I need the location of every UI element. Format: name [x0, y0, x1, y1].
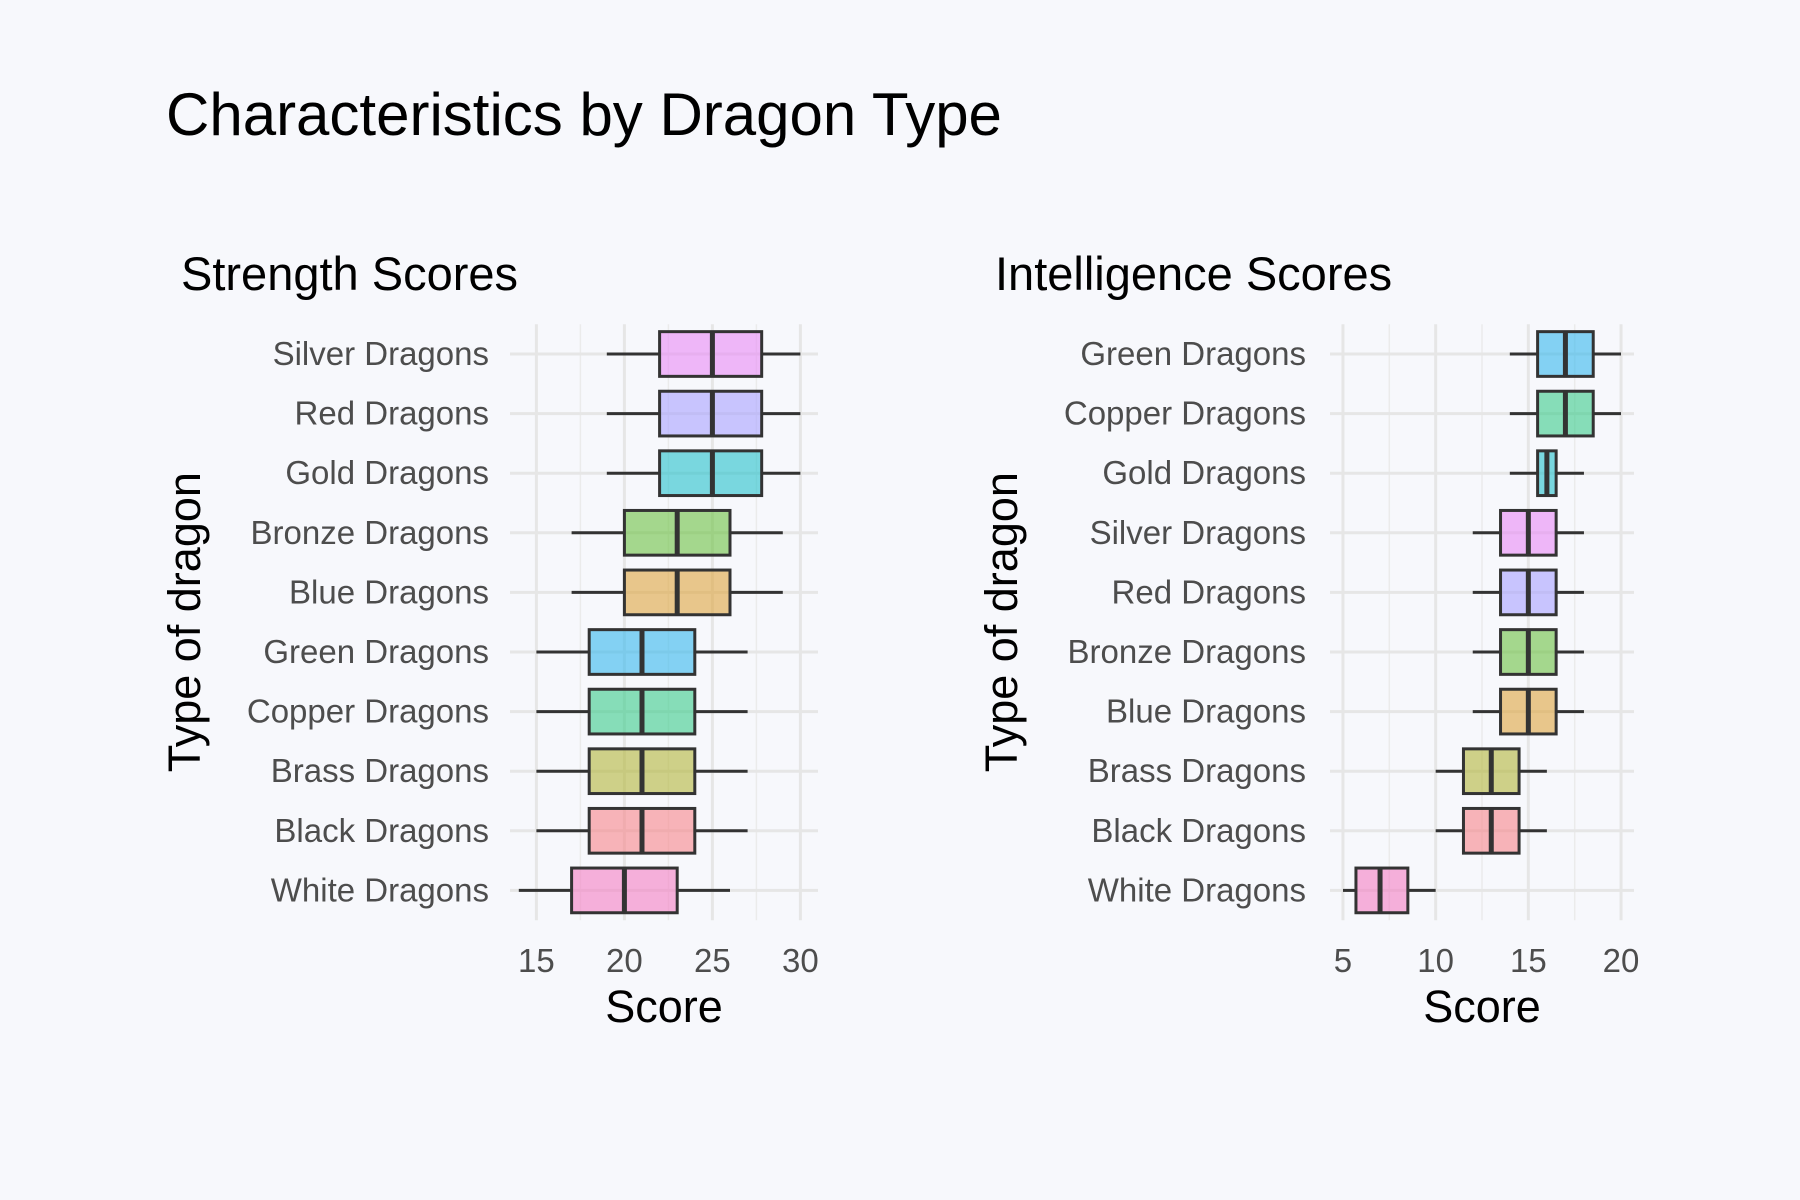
y-tick-label: Brass Dragons [1088, 752, 1306, 789]
box-white-dragons [1342, 866, 1436, 915]
box-red-dragons [1472, 568, 1584, 617]
box-black-dragons [536, 806, 748, 855]
box-silver-dragons [606, 330, 801, 378]
y-tick-label: Black Dragons [274, 812, 489, 849]
panel-intelligence-scores: White Dragons Black Dragons Brass Dragons B… [976, 247, 1639, 1032]
box-brass-dragons [536, 747, 748, 796]
box-bronze-dragons [571, 508, 783, 557]
x-tick-label: 5 [1334, 942, 1352, 979]
x-tick-label: 15 [1510, 942, 1547, 979]
y-tick-label: Copper Dragons [1064, 395, 1306, 432]
y-tick-label: Brass Dragons [271, 752, 489, 789]
box-copper-dragons [536, 687, 748, 736]
x-tick-label: 30 [782, 942, 819, 979]
y-tick-label: White Dragons [1088, 871, 1306, 908]
box-green-dragons [1509, 330, 1622, 378]
y-tick-label: Gold Dragons [285, 454, 489, 491]
y-tick-label: Red Dragons [1112, 573, 1306, 610]
x-tick-label: 15 [518, 942, 555, 979]
box-blue-dragons [1472, 687, 1584, 736]
y-tick-label: Green Dragons [1080, 335, 1306, 372]
y-tick-label: Red Dragons [295, 395, 489, 432]
box-green-dragons [536, 628, 748, 676]
y-tick-label: Silver Dragons [1090, 514, 1306, 551]
panel-strength-scores: White Dragons Black Dragons Brass Dragons C… [159, 247, 819, 1032]
box-white-dragons [518, 866, 730, 915]
y-tick-label: Bronze Dragons [1068, 633, 1306, 670]
x-tick-label: 20 [606, 942, 643, 979]
x-axis-label: Score [605, 981, 723, 1032]
y-tick-label: Blue Dragons [289, 573, 489, 610]
main-title: Characteristics by Dragon Type [166, 81, 1002, 148]
y-axis-label: Type of dragon [976, 472, 1027, 772]
box-blue-dragons [571, 568, 783, 617]
box-black-dragons [1435, 806, 1547, 855]
y-tick-label: White Dragons [271, 871, 489, 908]
box-gold-dragons [606, 449, 801, 498]
y-tick-label: Bronze Dragons [251, 514, 489, 551]
panel-title: Intelligence Scores [995, 247, 1392, 300]
y-tick-label: Silver Dragons [273, 335, 489, 372]
x-axis-label: Score [1423, 981, 1541, 1032]
box-silver-dragons [1472, 508, 1584, 557]
y-axis-label: Type of dragon [159, 472, 210, 772]
y-tick-label: Green Dragons [263, 633, 489, 670]
box-bronze-dragons [1472, 628, 1584, 676]
box-gold-dragons [1509, 449, 1584, 498]
box-copper-dragons [1509, 389, 1622, 438]
y-tick-label: Gold Dragons [1102, 454, 1306, 491]
x-tick-label: 10 [1417, 942, 1454, 979]
x-tick-label: 20 [1603, 942, 1640, 979]
panel-title: Strength Scores [181, 247, 518, 300]
x-tick-label: 25 [694, 942, 731, 979]
box-brass-dragons [1435, 747, 1547, 796]
y-tick-label: Black Dragons [1091, 812, 1306, 849]
box-red-dragons [606, 389, 801, 438]
y-tick-label: Copper Dragons [247, 693, 489, 730]
y-tick-label: Blue Dragons [1106, 693, 1306, 730]
